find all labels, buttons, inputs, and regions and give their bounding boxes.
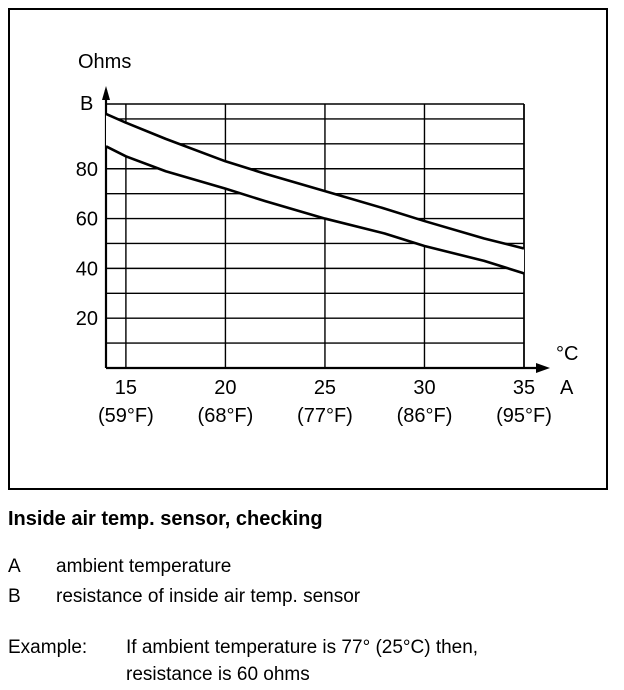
- y-axis-arrow: [102, 86, 110, 100]
- x-tick-label-fahrenheit: (95°F): [496, 405, 552, 427]
- tolerance-band: [106, 113, 524, 274]
- example-line-1: If ambient temperature is 77° (25°C) the…: [126, 637, 479, 658]
- y-tick-label: 40: [76, 258, 98, 280]
- lower-limit-curve: [105, 145, 525, 275]
- x-tick-label: 30: [413, 377, 435, 399]
- x-tick-label-fahrenheit: (86°F): [397, 405, 453, 427]
- example-line-2: resistance is 60 ohms: [126, 664, 310, 685]
- x-tick-label-fahrenheit: (59°F): [98, 405, 154, 427]
- legend-text: resistance of inside air temp. sensor: [56, 586, 361, 607]
- x-tick-label: 15: [115, 377, 137, 399]
- y-tick-label: 20: [76, 308, 98, 330]
- legend-key: A: [8, 556, 21, 577]
- y-tick-label: 60: [76, 209, 98, 231]
- resistance-chart: 20 40 60 80 B Ohms 15 (59°F) 20 (68°F) 25 (77°F) 30 (…: [76, 51, 579, 427]
- y-axis-letter: B: [80, 93, 93, 115]
- x-axis-arrow: [536, 363, 550, 373]
- legend-text: ambient temperature: [56, 556, 232, 577]
- example-note: Example: If ambient temperature is 77° (2…: [8, 634, 478, 688]
- y-unit-label: Ohms: [78, 51, 131, 73]
- x-tick-label-fahrenheit: (77°F): [297, 405, 353, 427]
- chart-frame: [8, 8, 608, 490]
- x-tick-label: 20: [214, 377, 236, 399]
- x-tick-label: 35: [513, 377, 535, 399]
- figure-caption: Inside air temp. sensor, checking: [8, 508, 323, 530]
- x-tick-label: 25: [314, 377, 336, 399]
- x-axis-letter: A: [560, 377, 574, 399]
- example-label: Example:: [8, 637, 88, 658]
- y-tick-label: 80: [76, 159, 98, 181]
- legend-key: B: [8, 586, 21, 607]
- upper-limit-curve: [105, 112, 525, 250]
- x-tick-label-fahrenheit: (68°F): [198, 405, 254, 427]
- x-unit-label: °C: [556, 343, 578, 365]
